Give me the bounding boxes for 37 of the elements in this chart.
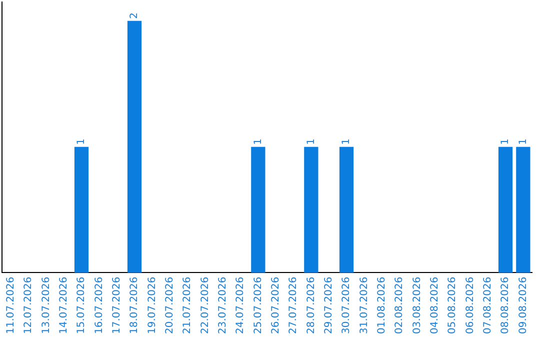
x-tick-label: 21.07.2026 <box>182 276 194 334</box>
x-tick-label: 08.08.2026 <box>500 276 512 334</box>
x-tick-label: 29.07.2026 <box>323 276 334 334</box>
x-tick-label: 01.08.2026 <box>376 276 388 334</box>
x-tick-label: 17.07.2026 <box>111 276 122 334</box>
x-tick-label: 30.07.2026 <box>341 276 352 334</box>
x-tick-label: 26.07.2026 <box>270 276 282 334</box>
x-tick-label: 07.08.2026 <box>482 276 494 334</box>
x-tick-label: 25.07.2026 <box>252 276 264 334</box>
x-tick-label: 12.07.2026 <box>23 276 34 334</box>
x-tick-label: 28.07.2026 <box>306 276 317 334</box>
x-tick-label: 02.08.2026 <box>394 276 406 334</box>
x-tick-label: 27.07.2026 <box>288 276 300 334</box>
data-label: 1 <box>341 138 352 145</box>
x-tick-label: 04.08.2026 <box>429 276 440 334</box>
x-tick-label: 16.07.2026 <box>94 276 105 334</box>
x-tick-label: 14.07.2026 <box>58 276 70 334</box>
x-tick-label: 03.08.2026 <box>412 276 423 334</box>
data-label: 1 <box>500 138 512 145</box>
x-tick-label: 11.07.2026 <box>5 276 16 334</box>
x-tick-label: 24.07.2026 <box>235 276 246 334</box>
x-tick-label: 13.07.2026 <box>40 276 52 334</box>
x-tick-label: 31.07.2026 <box>358 276 370 334</box>
x-tick-label: 22.07.2026 <box>200 276 211 334</box>
data-label: 1 <box>252 138 264 145</box>
x-tick-label: 09.08.2026 <box>518 276 529 334</box>
x-tick-label: 05.08.2026 <box>447 276 458 334</box>
data-label: 2 <box>129 12 140 19</box>
x-tick-label: 20.07.2026 <box>164 276 176 334</box>
data-label: 1 <box>518 138 529 145</box>
x-tick-label: 15.07.2026 <box>76 276 88 334</box>
data-label: 1 <box>76 138 88 145</box>
x-tick-label: 23.07.2026 <box>217 276 228 334</box>
x-tick-label: 06.08.2026 <box>464 276 476 334</box>
x-tick-label: 19.07.2026 <box>146 276 158 334</box>
data-label: 1 <box>306 138 317 145</box>
x-tick-label: 18.07.2026 <box>129 276 140 334</box>
